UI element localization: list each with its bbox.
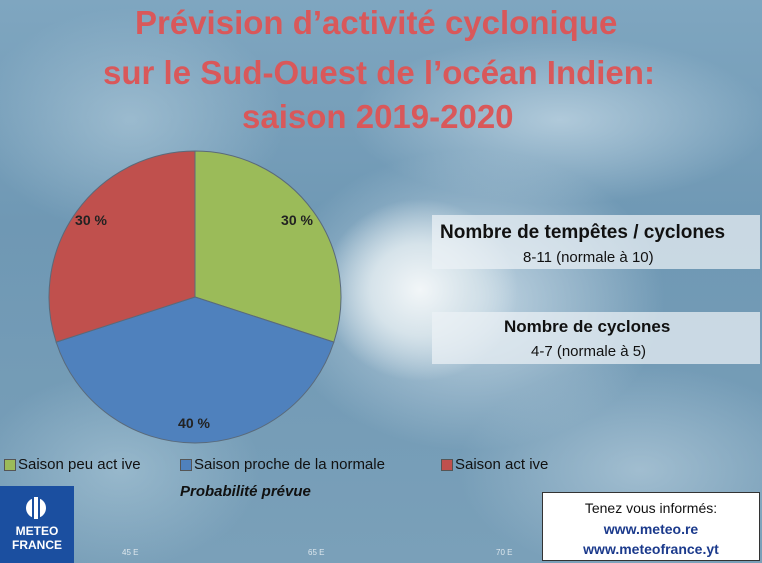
pie-slice bbox=[55, 296, 335, 444]
title-line-1: Prévision d’activité cyclonique bbox=[135, 4, 618, 41]
map-coord-label: 45 E bbox=[122, 548, 139, 557]
contact-link-meteofrance-yt[interactable]: www.meteofrance.yt bbox=[583, 541, 719, 557]
legend-item-peu-active: Saison peu act ive bbox=[4, 456, 141, 473]
logo-text-line1: METEO bbox=[15, 524, 59, 538]
legend-label-active: Saison act ive bbox=[455, 456, 549, 473]
chart-axis-label: Probabilité prévue bbox=[180, 483, 311, 500]
pie-slice bbox=[194, 150, 342, 343]
pie-slice-label: 30 % bbox=[75, 212, 107, 228]
pie-slice-label: 30 % bbox=[281, 212, 313, 228]
legend-swatch-blue bbox=[180, 458, 192, 471]
legend-item-active: Saison act ive bbox=[441, 456, 548, 473]
legend-item-normale: Saison proche de la normale bbox=[180, 456, 385, 473]
logo-text-line2: FRANCE bbox=[12, 538, 62, 552]
legend-label-peu-active: Saison peu act ive bbox=[18, 456, 141, 473]
pie-slice-label: 40 % bbox=[178, 415, 210, 431]
meteo-france-logo-icon bbox=[26, 497, 46, 519]
contact-intro: Tenez vous informés: bbox=[584, 500, 718, 516]
cyclones-value: 4-7 (normale à 5) bbox=[531, 343, 647, 360]
pie-slice bbox=[48, 150, 196, 343]
legend-swatch-green bbox=[4, 458, 16, 471]
map-coord-label: 70 E bbox=[496, 548, 513, 557]
chart-legend: Saison peu act ive Saison proche de la n… bbox=[4, 456, 564, 478]
tempetes-heading: Nombre de tempêtes / cyclones bbox=[440, 222, 726, 243]
title-line-3: saison 2019-2020 bbox=[242, 98, 514, 135]
tempetes-value: 8-11 (normale à 10) bbox=[523, 249, 654, 266]
legend-swatch-red bbox=[441, 458, 453, 471]
map-coord-label: 65 E bbox=[308, 548, 325, 557]
legend-label-normale: Saison proche de la normale bbox=[194, 456, 385, 473]
contact-box: Tenez vous informés: www.meteo.re www.me… bbox=[542, 492, 760, 561]
meteo-france-logo: METEO FRANCE bbox=[0, 486, 74, 563]
cyclones-heading: Nombre de cyclones bbox=[504, 317, 671, 336]
cyclones-box bbox=[432, 312, 760, 364]
tempetes-box bbox=[432, 215, 760, 269]
contact-link-meteo-re[interactable]: www.meteo.re bbox=[603, 521, 699, 537]
title-line-2: sur le Sud-Ouest de l’océan Indien: bbox=[103, 54, 655, 91]
